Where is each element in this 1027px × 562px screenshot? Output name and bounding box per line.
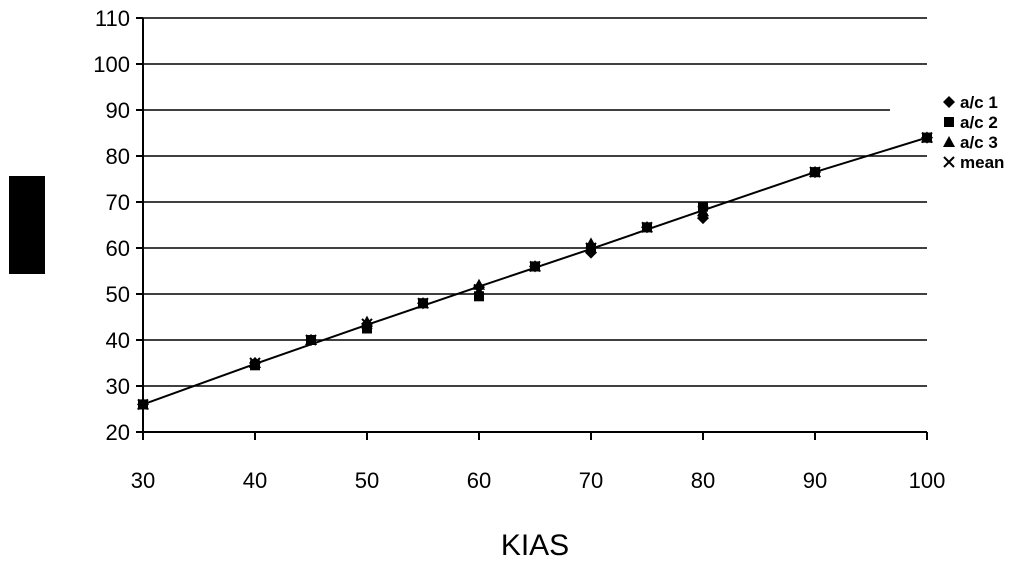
y-tick-label: 30 xyxy=(106,374,130,399)
x-tick-label: 30 xyxy=(131,468,155,493)
legend-label: a/c 2 xyxy=(960,113,998,132)
axes xyxy=(142,18,927,433)
legend-marker xyxy=(943,136,955,147)
y-tick-label: 60 xyxy=(106,236,130,261)
x-tick-label: 80 xyxy=(691,468,715,493)
data-point-mean xyxy=(473,283,485,296)
gridlines xyxy=(143,17,927,387)
data-point-mean xyxy=(249,357,261,369)
data-points xyxy=(137,131,933,411)
y-ticks: 20 30 40 50 60 70 80 90 100 110 xyxy=(93,6,143,445)
y-tick-label: 80 xyxy=(106,144,130,169)
data-point-mean xyxy=(305,334,317,346)
data-point-a-c-2 xyxy=(362,323,372,334)
data-point-a-c-2 xyxy=(474,291,484,302)
x-tick-label: 100 xyxy=(909,468,946,493)
y-tick-label: 20 xyxy=(106,420,130,445)
y-tick-label: 100 xyxy=(93,52,130,77)
x-tick-label: 40 xyxy=(243,468,267,493)
y-tick-label: 110 xyxy=(95,6,130,31)
y-tick-label: 50 xyxy=(106,282,130,307)
x-tick-label: 70 xyxy=(579,468,603,493)
x-axis-label: KIAS xyxy=(501,529,569,562)
legend-label: a/c 1 xyxy=(960,93,998,112)
legend-marker xyxy=(943,96,955,108)
x-tick-label: 90 xyxy=(803,468,827,493)
data-point-mean xyxy=(137,398,149,411)
data-point-mean xyxy=(417,297,429,309)
y-tick-label: 90 xyxy=(106,98,130,123)
y-axis-label-redaction xyxy=(9,176,45,274)
data-point-mean xyxy=(809,166,821,178)
data-point-mean xyxy=(697,205,709,217)
legend-label: mean xyxy=(960,153,1004,172)
legend-marker xyxy=(944,117,954,127)
data-point-a-c-3 xyxy=(361,315,373,327)
data-point-mean xyxy=(529,260,541,273)
x-tick-label: 50 xyxy=(355,468,379,493)
data-point-mean xyxy=(361,318,373,330)
x-ticks: 30 40 50 60 70 80 90 100 xyxy=(131,432,946,493)
x-tick-label: 60 xyxy=(467,468,491,493)
data-point-mean xyxy=(585,242,597,254)
legend-label: a/c 3 xyxy=(960,133,998,152)
data-point-mean xyxy=(641,221,653,234)
y-tick-label: 70 xyxy=(106,190,130,215)
data-point-mean xyxy=(921,131,933,144)
y-tick-label: 40 xyxy=(106,328,130,353)
legend-marker xyxy=(943,156,955,168)
